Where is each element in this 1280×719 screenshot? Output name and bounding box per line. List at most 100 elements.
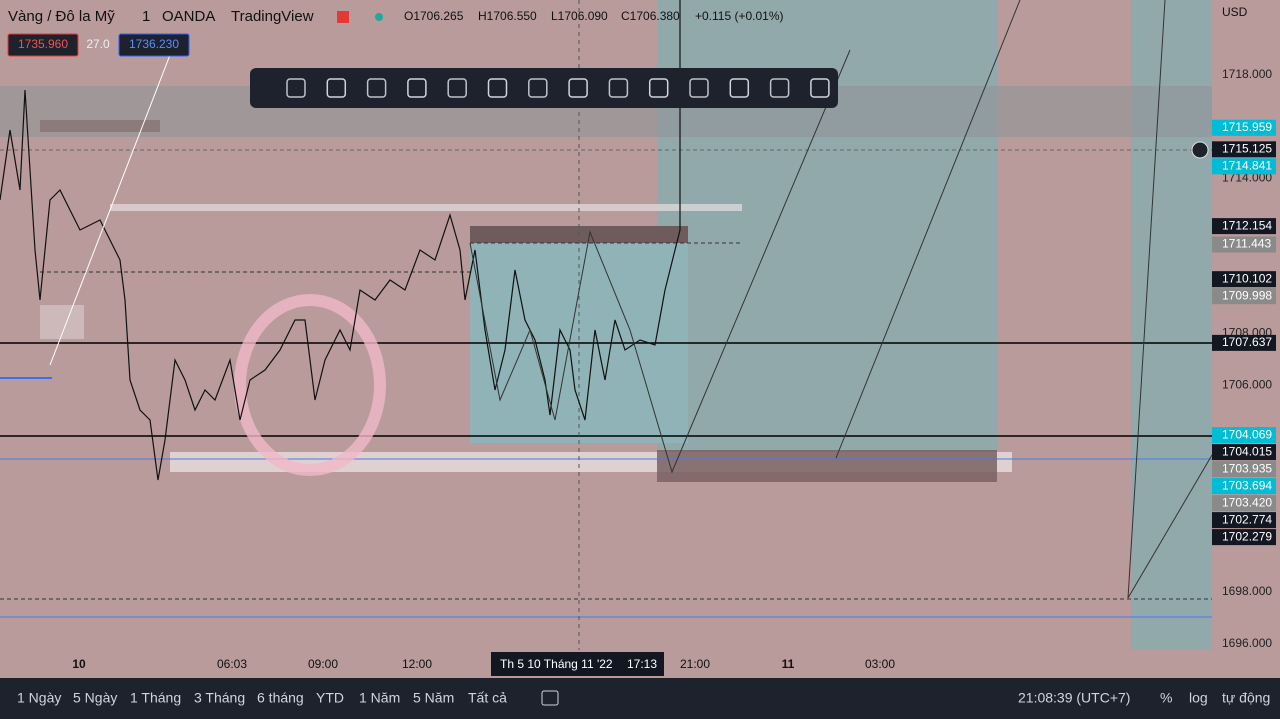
date-range-icon[interactable] — [541, 690, 559, 706]
price-tag — [1212, 495, 1276, 512]
interval[interactable]: 1 — [142, 8, 150, 25]
range-button[interactable]: 1 Ngày — [17, 690, 61, 706]
zone — [40, 120, 160, 132]
price-tag-label: 1702.774 — [1222, 512, 1272, 526]
range-button[interactable]: 5 Năm — [413, 690, 454, 706]
price-tag — [1212, 158, 1276, 175]
price-tag — [1212, 427, 1276, 444]
clock: 21:08:39 (UTC+7) — [1018, 690, 1130, 706]
time-label: 21:00 — [680, 657, 710, 671]
range-button[interactable]: 1 Tháng — [130, 690, 181, 706]
drawing — [234, 294, 386, 476]
buy-box[interactable] — [118, 33, 190, 57]
status — [375, 13, 383, 21]
tool-icon[interactable] — [608, 78, 629, 98]
time-label: 10 — [72, 657, 86, 671]
crosshair-date: Th 5 10 Tháng 11 '22 — [500, 657, 613, 671]
buy-price[interactable]: 1736.230 — [129, 37, 179, 51]
tool-icon[interactable] — [447, 78, 467, 98]
range-button[interactable]: YTD — [316, 690, 344, 706]
projection — [1127, 0, 1166, 599]
ohlc-close: C1706.380 — [621, 9, 680, 23]
tool-icon[interactable] — [487, 78, 508, 98]
tool-icon[interactable] — [689, 78, 709, 98]
source: TradingView — [231, 8, 314, 25]
sell-price[interactable]: 1735.960 — [18, 37, 68, 51]
price-tag-label: 1703.420 — [1222, 495, 1272, 509]
price-tag — [1212, 141, 1276, 158]
tool-icon[interactable] — [326, 78, 347, 98]
broker: OANDA — [162, 8, 215, 25]
log-toggle[interactable]: log — [1189, 690, 1208, 706]
price-label: 1696.000 — [1222, 636, 1272, 650]
price-tag — [1212, 218, 1276, 235]
price-tag — [1212, 271, 1276, 288]
price-tag — [1212, 529, 1276, 546]
projection — [1127, 454, 1213, 599]
range-button[interactable]: 3 Tháng — [194, 690, 245, 706]
tool-icon[interactable] — [729, 78, 750, 98]
tool-icon[interactable] — [568, 78, 588, 98]
spread: 27.0 — [86, 37, 110, 51]
price-line — [0, 0, 681, 481]
range-button[interactable]: 5 Ngày — [73, 690, 117, 706]
time-label: 12:00 — [402, 657, 432, 671]
auto-toggle[interactable]: tự động — [1222, 690, 1270, 706]
price-tag — [1212, 478, 1276, 495]
toolbar-icons — [286, 78, 830, 98]
ohlc-high: H1706.550 — [478, 9, 537, 23]
ohlc-change: +0.115 (+0.01%) — [695, 9, 784, 23]
crosshair-time: 17:13 — [627, 657, 657, 671]
sell-box[interactable] — [7, 33, 79, 57]
flag — [337, 11, 349, 23]
zone — [657, 450, 997, 482]
projection — [835, 0, 1021, 459]
price-tag-label: 1702.279 — [1222, 529, 1272, 543]
price-tag-label: 1715.125 — [1222, 141, 1272, 155]
price-tag-label: 1714.841 — [1222, 158, 1272, 172]
price-tag-label: 1704.069 — [1222, 427, 1272, 441]
price-label: 1706.000 — [1222, 377, 1272, 391]
tool-icon[interactable] — [366, 78, 387, 98]
price-tag — [1212, 461, 1276, 478]
tool-icon[interactable] — [810, 78, 830, 98]
price-tag-label: 1709.998 — [1222, 288, 1272, 302]
ohlc-open: O1706.265 — [404, 9, 464, 23]
price-tag-label: 1704.015 — [1222, 444, 1272, 458]
range-button[interactable]: Tất cả — [468, 690, 507, 706]
tool-icon[interactable] — [407, 78, 427, 98]
projection — [49, 54, 171, 366]
tool-icon[interactable] — [528, 78, 548, 98]
range-button[interactable]: 1 Năm — [359, 690, 400, 706]
price-tag — [1212, 119, 1276, 136]
currency[interactable]: USD — [1222, 5, 1248, 19]
projection — [469, 49, 851, 474]
price-tag-label: 1712.154 — [1222, 218, 1272, 232]
price-tag — [1212, 334, 1276, 351]
price-tag-label: 1703.935 — [1222, 461, 1272, 475]
drawing-toolbar[interactable] — [250, 68, 838, 108]
crosshair-label — [491, 652, 664, 676]
time-label: 11 — [782, 657, 795, 671]
price-tag — [1212, 444, 1276, 461]
time-label: 09:00 — [308, 657, 338, 671]
tool-icon[interactable] — [648, 78, 669, 98]
price-tag — [1212, 236, 1276, 253]
ohlc-low: L1706.090 — [551, 9, 608, 23]
price-label: 1698.000 — [1222, 584, 1272, 598]
time-label: 03:00 — [865, 657, 895, 671]
price-tag-label: 1707.637 — [1222, 335, 1272, 349]
bottom-bar — [0, 678, 1280, 719]
price-tag-label: 1711.443 — [1222, 237, 1271, 251]
symbol: Vàng / Đô la Mỹ — [8, 8, 115, 25]
price-tag-label: 1703.694 — [1222, 478, 1272, 492]
tool-icon[interactable] — [769, 78, 790, 98]
price-tag-label: 1715.959 — [1222, 120, 1272, 134]
price-tag — [1212, 512, 1276, 529]
price-label: 1718.000 — [1222, 67, 1272, 81]
add-button[interactable] — [1191, 141, 1209, 159]
tool-icon[interactable] — [286, 78, 306, 98]
price-tag — [1212, 288, 1276, 305]
percent-toggle[interactable]: % — [1160, 690, 1172, 706]
range-button[interactable]: 6 tháng — [257, 690, 304, 706]
